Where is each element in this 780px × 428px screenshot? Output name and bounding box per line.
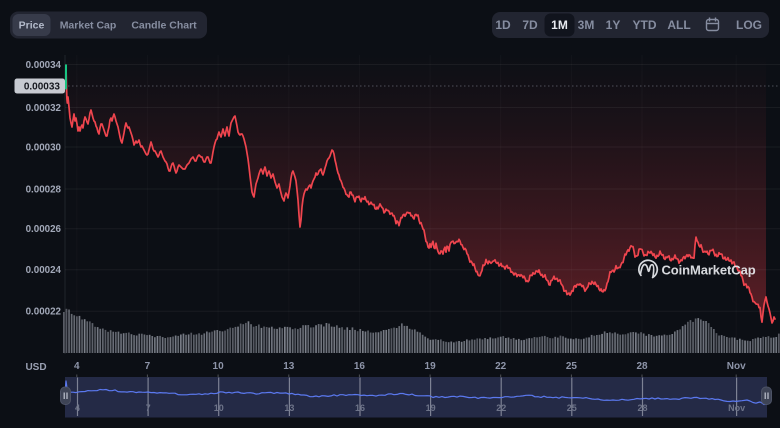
svg-text:19: 19 xyxy=(426,403,436,413)
svg-text:Market Cap: Market Cap xyxy=(60,20,117,32)
svg-text:16: 16 xyxy=(355,403,365,413)
svg-text:10: 10 xyxy=(214,403,224,413)
svg-text:YTD: YTD xyxy=(633,18,657,32)
svg-text:0.00033: 0.00033 xyxy=(24,82,61,93)
svg-text:25: 25 xyxy=(566,361,578,372)
svg-text:1D: 1D xyxy=(495,18,511,32)
svg-text:7: 7 xyxy=(146,403,151,413)
svg-text:0.00034: 0.00034 xyxy=(26,60,62,71)
svg-text:10: 10 xyxy=(213,361,225,372)
svg-text:0.00026: 0.00026 xyxy=(26,224,62,235)
svg-text:1Y: 1Y xyxy=(606,18,621,32)
svg-text:4: 4 xyxy=(75,403,80,413)
svg-text:ALL: ALL xyxy=(667,18,690,32)
svg-text:28: 28 xyxy=(637,403,647,413)
svg-text:Price: Price xyxy=(19,20,45,32)
svg-text:Candle Chart: Candle Chart xyxy=(131,20,197,32)
svg-text:0.00024: 0.00024 xyxy=(26,265,62,276)
svg-text:19: 19 xyxy=(425,361,437,372)
svg-text:28: 28 xyxy=(636,361,648,372)
svg-text:0.00022: 0.00022 xyxy=(26,307,62,318)
svg-text:22: 22 xyxy=(495,361,507,372)
svg-text:4: 4 xyxy=(74,361,80,372)
svg-text:0.00030: 0.00030 xyxy=(26,143,62,154)
svg-text:13: 13 xyxy=(283,361,295,372)
svg-text:7: 7 xyxy=(145,361,151,372)
svg-text:1M: 1M xyxy=(551,18,568,32)
svg-text:13: 13 xyxy=(284,403,294,413)
svg-text:3M: 3M xyxy=(578,18,595,32)
svg-text:CoinMarketCap: CoinMarketCap xyxy=(662,263,756,278)
svg-text:USD: USD xyxy=(25,362,46,373)
svg-text:7D: 7D xyxy=(522,18,538,32)
svg-text:Nov: Nov xyxy=(728,403,745,413)
svg-text:0.00028: 0.00028 xyxy=(26,185,62,196)
svg-text:22: 22 xyxy=(496,403,506,413)
svg-text:16: 16 xyxy=(354,361,366,372)
svg-text:Nov: Nov xyxy=(727,361,746,372)
svg-text:0.00032: 0.00032 xyxy=(26,103,62,114)
svg-text:LOG: LOG xyxy=(736,18,762,32)
svg-text:25: 25 xyxy=(567,403,577,413)
